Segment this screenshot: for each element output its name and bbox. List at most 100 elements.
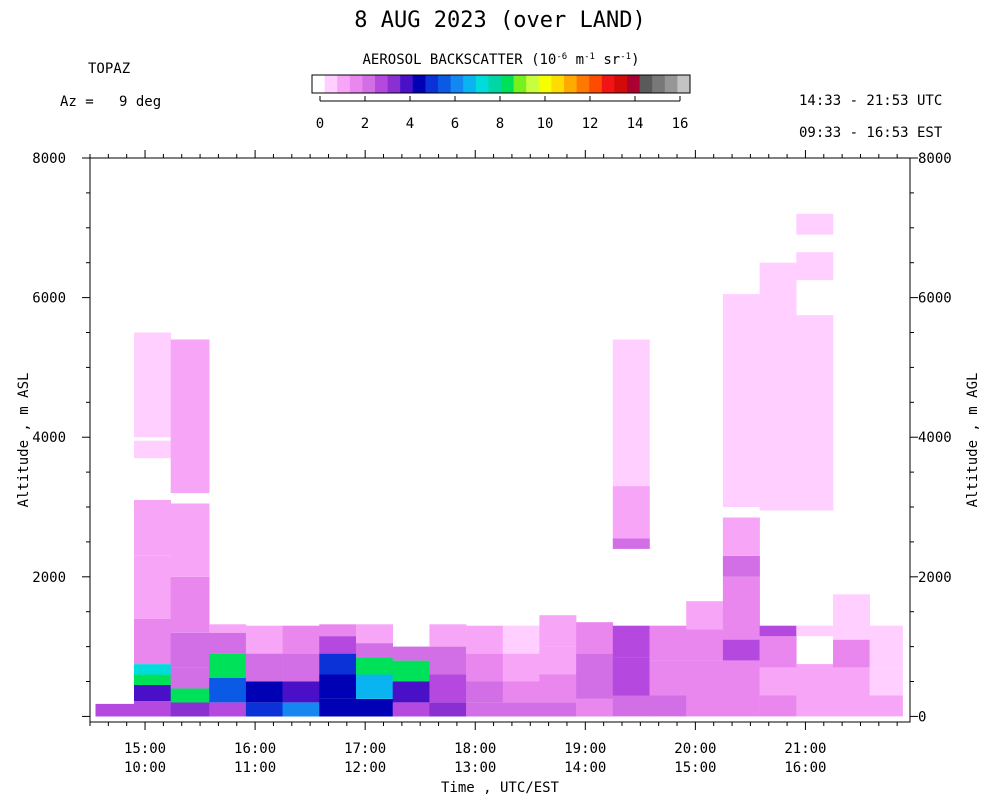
colorbar-swatch [538, 75, 552, 93]
heatmap-cell [245, 625, 283, 654]
colorbar: 0 2 4 6 8 10 12 14 16 [311, 74, 691, 132]
colorbar-swatch [589, 75, 603, 93]
heatmap-cell [502, 653, 540, 682]
heatmap-cell [722, 660, 760, 696]
heatmap-cell [722, 576, 760, 640]
x-tick-label-est: 14:00 [564, 760, 606, 776]
colorbar-swatch [652, 75, 666, 93]
heatmap-cell [796, 252, 834, 281]
heatmap-cell [576, 674, 614, 699]
colorbar-swatch [677, 75, 691, 93]
heatmap-cell [392, 681, 430, 703]
heatmap-cell [209, 702, 247, 717]
colorbar-title: AEROSOL BACKSCATTER (10-6 m-1 sr-1) [312, 52, 690, 68]
heatmap-cells [95, 213, 903, 717]
heatmap-cell [392, 702, 430, 717]
heatmap-cell [576, 622, 614, 654]
colorbar-swatch [601, 75, 615, 93]
heatmap-cell [612, 538, 650, 549]
colorbar-tick-label: 6 [451, 116, 459, 132]
colorbar-tick-label: 10 [537, 116, 554, 132]
y-tick-label-left: 2000 [32, 570, 66, 586]
heatmap-cell [612, 486, 650, 528]
colorbar-swatch [438, 75, 451, 93]
colorbar-tick-label: 0 [316, 116, 324, 132]
y-tick-label-left: 4000 [32, 430, 66, 446]
heatmap-cell [319, 699, 357, 717]
colorbar-swatch [576, 75, 590, 93]
colorbar-swatch [450, 75, 464, 93]
colorbar-swatch [387, 75, 401, 93]
colorbar-swatch [362, 75, 376, 93]
heatmap-cell [869, 667, 903, 696]
heatmap-cell [612, 625, 650, 658]
heatmap-cell [319, 674, 357, 699]
x-tick-label-utc: 16:00 [234, 741, 276, 757]
heatmap-cell [209, 632, 247, 654]
heatmap-cell [245, 681, 283, 703]
heatmap-cell [759, 695, 797, 717]
x-tick-label-est: 15:00 [674, 760, 716, 776]
colorbar-swatch [526, 75, 540, 93]
heatmap-cell [95, 703, 135, 717]
heatmap-cell [170, 688, 210, 703]
azimuth-value: 9 deg [119, 94, 162, 110]
colorbar-tick-label: 4 [406, 116, 414, 132]
heatmap-cell [686, 660, 724, 696]
heatmap-cell [429, 702, 467, 717]
heatmap-cell [429, 674, 467, 703]
heatmap-cell [134, 440, 171, 459]
heatmap-cell [466, 681, 504, 703]
heatmap-cell [356, 643, 393, 658]
heatmap-cell [686, 629, 724, 661]
colorbar-swatch [627, 75, 640, 93]
colorbar-tick-label: 12 [582, 116, 599, 132]
y-tick-label-left: 8000 [32, 151, 66, 167]
heatmap-cell [134, 555, 171, 619]
est-time-range: 09:33 - 16:53 EST [799, 125, 943, 141]
heatmap-cell [429, 624, 467, 647]
colorbar-title-suffix: ) [631, 52, 640, 68]
colorbar-swatch [463, 75, 477, 93]
x-tick-label-est: 11:00 [234, 760, 276, 776]
x-tick-label-est: 12:00 [344, 760, 386, 776]
heatmap-cell [356, 699, 393, 717]
heatmap-cell [392, 646, 430, 661]
colorbar-title-m: m [567, 52, 585, 68]
heatmap-cell [576, 653, 614, 675]
x-tick-label-est: 16:00 [784, 760, 826, 776]
heatmap-cell [539, 646, 577, 675]
heatmap-cell [869, 695, 903, 717]
heatmap-cell [209, 624, 247, 633]
heatmap-cell [319, 653, 357, 675]
x-tick-label-utc: 18:00 [454, 741, 496, 757]
y-tick-label-left: 6000 [32, 291, 66, 307]
y-tick-label-right: 0 [918, 709, 926, 725]
heatmap-cell [356, 657, 393, 675]
heatmap-cell [722, 695, 760, 717]
heatmap-cell [319, 636, 357, 654]
heatmap-cell [759, 667, 797, 696]
colorbar-swatch [488, 75, 502, 93]
heatmap-cell [134, 674, 171, 685]
axes: 2000 4000 6000 8000 0 2000 4000 6000 8000 15:00 10… [32, 150, 952, 776]
x-axis-label: Time , UTC/EST [441, 780, 560, 796]
azimuth-label: Az = [60, 94, 94, 110]
colorbar-title-sr: sr [594, 52, 621, 68]
heatmap-cell [833, 695, 870, 717]
colorbar-swatch [412, 75, 426, 93]
heatmap-cell [209, 678, 247, 703]
y-tick-label-right: 6000 [918, 291, 952, 307]
heatmap-cell [722, 517, 760, 556]
heatmap-cell [869, 625, 903, 668]
colorbar-swatch [425, 75, 439, 93]
heatmap-cell [282, 625, 320, 654]
colorbar-exponent-3: -1 [620, 52, 632, 62]
heatmap-cell [170, 632, 210, 668]
heatmap-cell [649, 625, 687, 661]
heatmap-cell [356, 674, 393, 699]
heatmap-cell [282, 681, 320, 703]
colorbar-swatch [501, 75, 514, 93]
heatmap-cell [759, 636, 797, 668]
heatmap-cell [686, 695, 724, 717]
